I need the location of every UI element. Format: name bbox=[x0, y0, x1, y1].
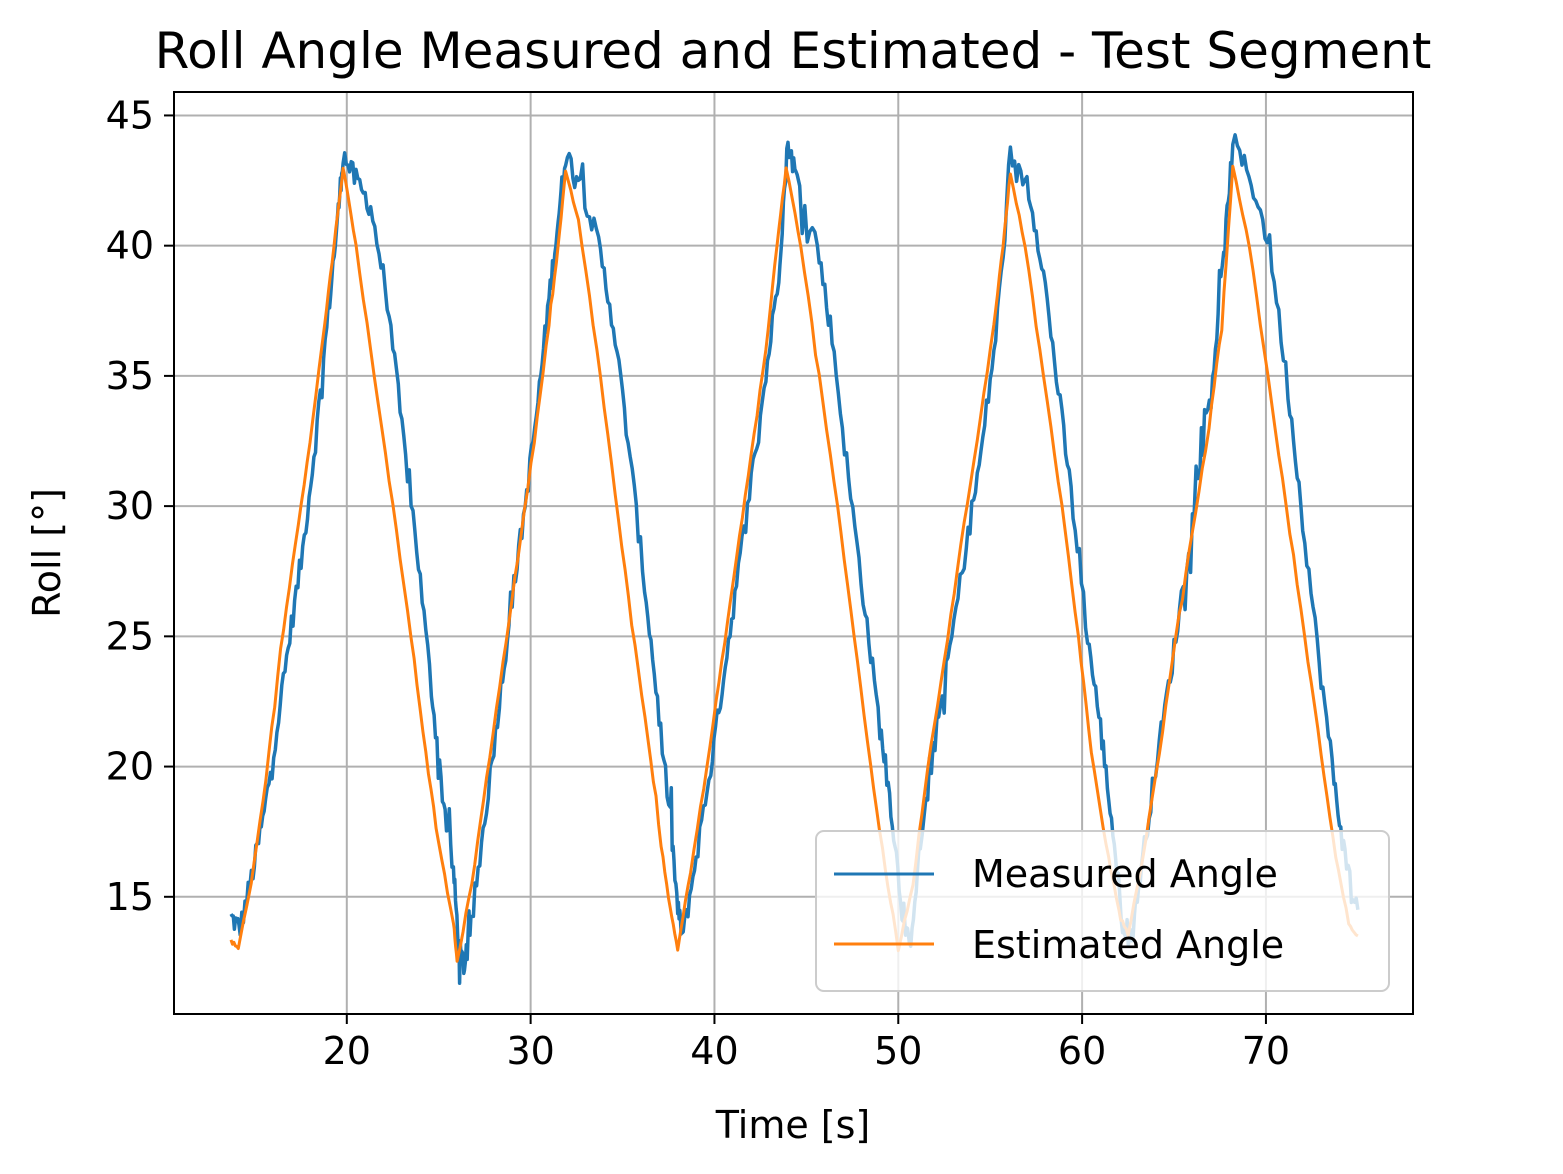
legend: Measured Angle Estimated Angle bbox=[815, 830, 1390, 992]
y-tick-label-30: 30 bbox=[106, 484, 154, 528]
legend-label-estimated-angle: Estimated Angle bbox=[972, 923, 1284, 967]
x-tick-label-50: 50 bbox=[874, 1029, 922, 1073]
series-line-estimated-angle bbox=[229, 164, 1359, 963]
y-axis-label: Roll [°] bbox=[25, 488, 69, 618]
y-tick-label-35: 35 bbox=[106, 354, 154, 398]
legend-label-measured-angle: Measured Angle bbox=[972, 852, 1278, 896]
chart-title: Roll Angle Measured and Estimated - Test… bbox=[155, 22, 1432, 80]
y-tick-label-20: 20 bbox=[106, 745, 154, 789]
plot-frame bbox=[173, 91, 1414, 1015]
x-tick-label-20: 20 bbox=[323, 1029, 371, 1073]
y-tick-label-15: 15 bbox=[106, 875, 154, 919]
legend-box bbox=[815, 830, 1390, 992]
series-layer bbox=[229, 133, 1360, 985]
x-tick-label-60: 60 bbox=[1058, 1029, 1106, 1073]
y-tick-label-45: 45 bbox=[106, 93, 154, 137]
x-tick-label-30: 30 bbox=[506, 1029, 554, 1073]
y-axis-ticks: 15 20 25 30 35 40 45 bbox=[106, 93, 174, 919]
y-tick-label-40: 40 bbox=[106, 224, 154, 268]
y-tick-label-25: 25 bbox=[106, 614, 154, 658]
x-tick-label-70: 70 bbox=[1242, 1029, 1290, 1073]
x-tick-label-40: 40 bbox=[690, 1029, 738, 1073]
x-axis-ticks: 20 30 40 50 60 70 bbox=[323, 1014, 1290, 1073]
x-axis-label: Time [s] bbox=[715, 1103, 871, 1147]
